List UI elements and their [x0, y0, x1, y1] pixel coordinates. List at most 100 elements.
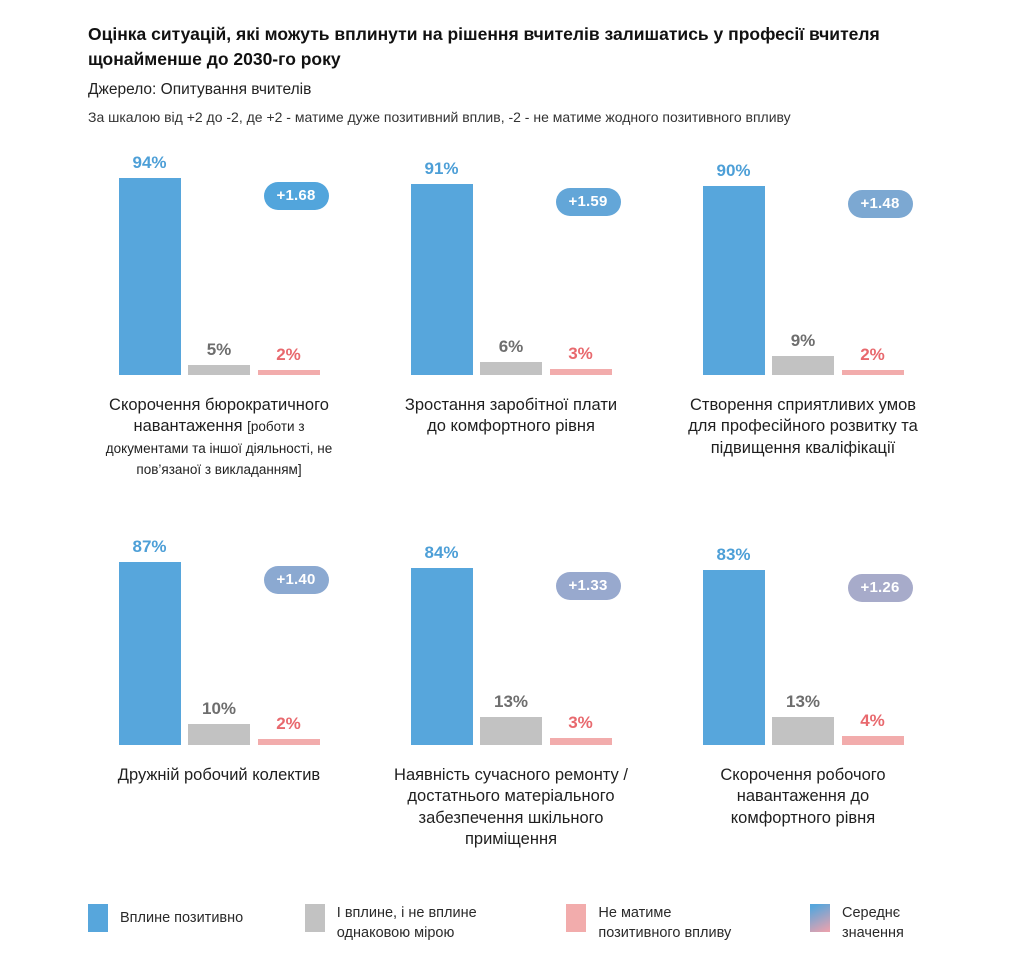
value-label-positive: 84% [424, 543, 459, 563]
caption-main: Зростання заробітної плати до комфортног… [404, 396, 618, 436]
value-label-positive: 87% [132, 537, 167, 557]
average-badge: +1.59 [555, 187, 621, 216]
average-badge: +1.26 [847, 574, 913, 603]
bar-group-negative: 2% [257, 714, 320, 745]
chart-caption: Скорочення бюрократичного навантаження [… [93, 395, 345, 481]
bar-group-neutral: 9% [772, 331, 834, 375]
chart-area: 90% 9% 2% +1.48 [702, 143, 913, 375]
chart-panel-development: 90% 9% 2% +1.48 Створення сприятливих ум… [672, 143, 934, 481]
legend-label: Не матиме позитивного впливу [598, 904, 732, 941]
value-label-positive: 91% [424, 158, 459, 178]
value-label-positive: 94% [132, 152, 167, 172]
bar-group-positive: 84% [410, 543, 473, 745]
bar-positive [410, 568, 473, 745]
chart-panel-salary: 91% 6% 3% +1.59 Зростання заробітної пла… [380, 143, 642, 481]
bar-negative [257, 739, 320, 745]
bar-positive [118, 177, 181, 375]
average-badge: +1.33 [555, 572, 621, 601]
bar-positive [118, 562, 181, 745]
bar-neutral [480, 362, 542, 375]
charts-row-1: 94% 5% 2% +1.68 Скорочення бюрократичног… [88, 143, 936, 481]
bar-group-neutral: 5% [188, 339, 250, 375]
bar-group-negative: 2% [841, 344, 904, 375]
chart-caption: Зростання заробітної плати до комфортног… [395, 395, 627, 438]
value-label-negative: 3% [568, 713, 593, 733]
bar-neutral [480, 717, 542, 745]
scale-note: За шкалою від +2 до -2, де +2 - матиме д… [88, 109, 791, 125]
value-label-neutral: 13% [785, 692, 821, 712]
chart-panel-renovation: 84% 13% 3% +1.33 Наявність сучасного рем… [380, 513, 642, 851]
source-line: Джерело: Опитування вчителів [88, 81, 312, 98]
legend-swatch-neutral [304, 903, 325, 932]
caption-main: Скорочення бюрократичного навантаження [109, 396, 329, 436]
average-badge: +1.68 [263, 181, 329, 210]
chart-legend: Вплине позитивно І вплине, і не вплине о… [88, 903, 920, 944]
bar-negative [549, 368, 612, 375]
bar-group-positive: 83% [702, 545, 765, 745]
value-label-positive: 90% [716, 161, 751, 180]
bar-neutral [772, 717, 834, 745]
bar-positive [702, 570, 765, 745]
value-label-negative: 2% [860, 344, 885, 364]
bar-neutral [772, 356, 834, 375]
legend-swatch-positive [88, 903, 108, 932]
legend-item-positive: Вплине позитивно [88, 903, 243, 932]
legend-label: Вплине позитивно [120, 909, 244, 926]
value-label-neutral: 5% [206, 339, 232, 359]
caption-main: Скорочення робочого навантаження до комф… [720, 765, 886, 827]
legend-item-average: Середнє значення [809, 903, 920, 944]
bar-group-negative: 4% [841, 711, 904, 745]
bar-group-positive: 91% [410, 158, 473, 375]
survey-chart-page: Оцінка ситуацій, які можуть вплинути на … [88, 24, 936, 944]
bar-group-neutral: 13% [480, 692, 542, 745]
bar-negative [841, 736, 904, 745]
bar-group-neutral: 13% [772, 692, 834, 745]
bar-negative [257, 369, 320, 375]
legend-swatch-negative [566, 903, 587, 932]
legend-label: Середнє значення [841, 904, 904, 941]
legend-label: І вплине, і не вплине однаковою мірою [336, 904, 477, 941]
caption-main: Створення сприятливих умов для професійн… [688, 396, 918, 457]
average-badge: +1.48 [847, 190, 913, 218]
chart-area: 94% 5% 2% +1.68 [118, 143, 329, 375]
bar-positive [410, 183, 473, 375]
page-title: Оцінка ситуацій, які можуть вплинути на … [88, 24, 880, 69]
legend-swatch-average-gradient [809, 903, 830, 932]
average-badge: +1.40 [263, 566, 329, 595]
value-label-neutral: 10% [201, 698, 237, 718]
value-label-neutral: 9% [790, 331, 816, 351]
caption-main: Дружній робочий колектив [117, 765, 321, 784]
value-label-negative: 4% [860, 711, 885, 731]
value-label-negative: 2% [276, 344, 301, 364]
value-label-neutral: 6% [498, 337, 524, 357]
value-label-negative: 2% [276, 714, 301, 734]
chart-panel-bureaucracy: 94% 5% 2% +1.68 Скорочення бюрократичног… [88, 143, 350, 481]
bar-negative [841, 369, 904, 375]
caption-note: [роботи з документами та іншої діяльност… [105, 419, 333, 478]
bar-neutral [188, 364, 250, 375]
chart-area: 84% 13% 3% +1.33 [410, 513, 621, 745]
charts-row-2: 87% 10% 2% +1.40 Дружній робочий колекти… [88, 513, 936, 851]
bar-group-neutral: 6% [480, 337, 542, 375]
chart-caption: Створення сприятливих умов для професійн… [677, 395, 929, 459]
bar-group-positive: 87% [118, 537, 181, 745]
bar-group-negative: 2% [257, 344, 320, 375]
bar-group-negative: 3% [549, 713, 612, 745]
bar-group-neutral: 10% [188, 699, 250, 745]
bar-group-positive: 94% [118, 152, 181, 375]
chart-area: 87% 10% 2% +1.40 [118, 513, 329, 745]
caption-main: Наявність сучасного ремонту / достатньог… [394, 765, 628, 849]
bar-negative [549, 738, 612, 745]
value-label-neutral: 13% [493, 692, 529, 712]
bar-group-negative: 3% [549, 343, 612, 375]
legend-item-negative: Не матиме позитивного впливу [566, 903, 748, 944]
legend-item-neutral: І вплине, і не вплине однаковою мірою [304, 903, 505, 944]
bar-neutral [188, 723, 250, 745]
chart-area: 91% 6% 3% +1.59 [410, 143, 621, 375]
chart-caption: Скорочення робочого навантаження до комф… [704, 765, 902, 829]
chart-caption: Наявність сучасного ремонту / достатньог… [385, 765, 637, 851]
bar-group-positive: 90% [702, 161, 765, 375]
value-label-negative: 3% [568, 343, 593, 363]
value-label-positive: 83% [716, 545, 751, 565]
chart-panel-workload: 83% 13% 4% +1.26 Скорочення робочого нав… [672, 513, 934, 851]
